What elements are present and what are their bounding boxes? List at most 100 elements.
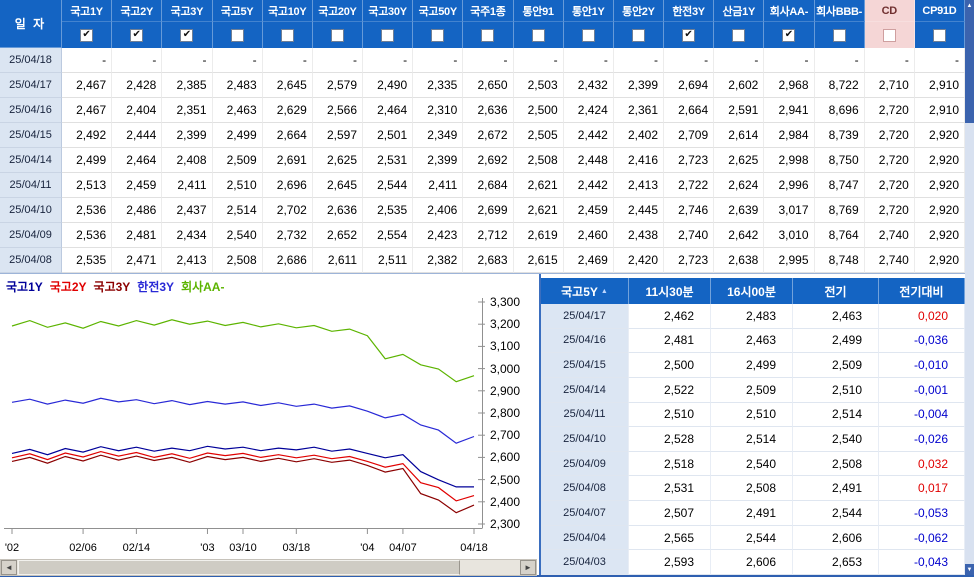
date-column-header[interactable]: 일 자 (0, 0, 62, 48)
rate-cell: 2,510 (212, 173, 263, 198)
column-checkbox-4[interactable] (280, 28, 294, 42)
column-header-14[interactable]: 회사AA- (764, 0, 815, 22)
column-header-17[interactable]: CP91D (914, 0, 965, 22)
rate-cell: 2,399 (613, 73, 664, 98)
rate-cell: 2,702 (262, 198, 313, 223)
column-checkbox-9[interactable] (531, 28, 545, 42)
history-value-cell: 2,540 (711, 451, 793, 477)
history-date-cell: 25/04/17 (541, 304, 629, 329)
checkbox-cell-0: ✔ (62, 22, 113, 48)
column-checkbox-15[interactable] (832, 28, 846, 42)
column-checkbox-5[interactable] (330, 28, 344, 42)
vscroll-thumb[interactable] (965, 11, 974, 123)
rate-cell: 2,720 (864, 148, 915, 173)
history-header-2[interactable]: 16시00분 (711, 278, 793, 304)
history-header-0[interactable]: 국고5Y ▲ (541, 278, 629, 304)
rate-cell: 2,459 (112, 173, 163, 198)
rate-cell: 2,602 (714, 73, 765, 98)
column-header-0[interactable]: 국고1Y (62, 0, 113, 22)
column-header-8[interactable]: 국주1종 (463, 0, 514, 22)
scroll-down-icon[interactable]: ▼ (965, 564, 974, 575)
x-axis-label: 02/14 (122, 542, 151, 554)
scroll-right-icon[interactable]: ► (520, 560, 536, 575)
column-header-15[interactable]: 회사BBB- (814, 0, 865, 22)
column-checkbox-2[interactable]: ✔ (180, 28, 194, 42)
rate-cell: 2,509 (212, 148, 263, 173)
column-checkbox-6[interactable] (381, 28, 395, 42)
column-checkbox-1[interactable]: ✔ (130, 28, 144, 42)
column-checkbox-10[interactable] (581, 28, 595, 42)
column-checkbox-17[interactable] (932, 28, 946, 42)
rate-cell: - (262, 48, 313, 73)
column-checkbox-8[interactable] (481, 28, 495, 42)
rate-cell: 2,941 (764, 98, 815, 123)
rate-cell: 2,621 (513, 198, 564, 223)
rate-cell: 2,920 (914, 148, 965, 173)
column-header-5[interactable]: 국고20Y (312, 0, 363, 22)
rate-cell: 8,764 (814, 223, 865, 248)
rate-cell: 2,619 (513, 223, 564, 248)
rate-cell: 2,664 (262, 123, 313, 148)
rate-cell: 2,428 (112, 73, 163, 98)
history-header-1[interactable]: 11시30분 (629, 278, 711, 304)
y-axis-label: 3,000 (490, 361, 521, 376)
history-value-cell: 2,606 (793, 525, 879, 551)
date-cell: 25/04/16 (0, 98, 62, 123)
column-header-12[interactable]: 한전3Y (664, 0, 715, 22)
column-header-3[interactable]: 국고5Y (212, 0, 263, 22)
rate-cell: 2,349 (413, 123, 464, 148)
column-header-9[interactable]: 통안91 (513, 0, 564, 22)
date-cell: 25/04/11 (0, 173, 62, 198)
rate-cell: 2,642 (714, 223, 765, 248)
rate-cell: 8,696 (814, 98, 865, 123)
history-header-4[interactable]: 전기대비 (879, 278, 965, 304)
column-checkbox-16[interactable] (882, 28, 896, 42)
y-axis-label: 3,100 (490, 339, 521, 354)
rate-cell: 2,615 (513, 248, 564, 273)
rate-cell: 2,424 (563, 98, 614, 123)
column-header-1[interactable]: 국고2Y (112, 0, 163, 22)
column-checkbox-3[interactable] (230, 28, 244, 42)
chart-hscrollbar[interactable]: ◄ ► (0, 559, 537, 576)
column-header-6[interactable]: 국고30Y (363, 0, 414, 22)
column-header-10[interactable]: 통안1Y (563, 0, 614, 22)
column-header-2[interactable]: 국고3Y (162, 0, 213, 22)
column-header-7[interactable]: 국고50Y (413, 0, 464, 22)
column-checkbox-14[interactable]: ✔ (782, 28, 796, 42)
scroll-left-icon[interactable]: ◄ (1, 560, 17, 575)
column-checkbox-0[interactable]: ✔ (80, 28, 94, 42)
rate-cell: 2,508 (513, 148, 564, 173)
y-axis-label: 2,700 (490, 428, 521, 443)
rate-cell: 2,310 (413, 98, 464, 123)
column-checkbox-7[interactable] (431, 28, 445, 42)
scroll-up-icon[interactable]: ▲ (965, 0, 974, 11)
history-header-3[interactable]: 전기 (793, 278, 879, 304)
history-row: 25/04/16 2,481 2,463 2,499 -0,036 (541, 328, 965, 354)
column-checkbox-11[interactable] (631, 28, 645, 42)
rate-cell: 2,723 (664, 248, 715, 273)
rate-table: 일 자 국고1Y 국고2Y 국고3Y 국고5Y 국고10Y 국고20Y 국고30Y 국고50Y 국… (0, 0, 965, 273)
column-checkbox-13[interactable] (732, 28, 746, 42)
window-vscrollbar[interactable]: ▲ ▼ (965, 0, 974, 575)
history-value-cell: 2,518 (629, 451, 711, 477)
rate-cell: 2,411 (413, 173, 464, 198)
history-value-cell: 2,463 (711, 328, 793, 354)
history-value-cell: 2,463 (793, 304, 879, 329)
rate-cell: 2,444 (112, 123, 163, 148)
column-header-13[interactable]: 산금1Y (714, 0, 765, 22)
rate-cell: 2,413 (162, 248, 213, 273)
rate-cell: 2,746 (664, 198, 715, 223)
column-checkbox-12[interactable]: ✔ (682, 28, 696, 42)
y-axis-label: 2,500 (490, 472, 521, 487)
hscroll-thumb[interactable] (18, 560, 460, 575)
checkbox-cell-1: ✔ (112, 22, 163, 48)
rate-cell: 2,710 (864, 73, 915, 98)
checkbox-cell-9 (513, 22, 564, 48)
column-header-16[interactable]: CD (864, 0, 915, 22)
x-axis-label: 04/18 (460, 542, 488, 554)
rate-cell: 2,740 (664, 223, 715, 248)
rate-cell: 2,351 (162, 98, 213, 123)
history-table-header: 국고5Y ▲ 11시30분 16시00분 전기 전기대비 (541, 278, 965, 304)
column-header-4[interactable]: 국고10Y (262, 0, 313, 22)
column-header-11[interactable]: 통안2Y (613, 0, 664, 22)
